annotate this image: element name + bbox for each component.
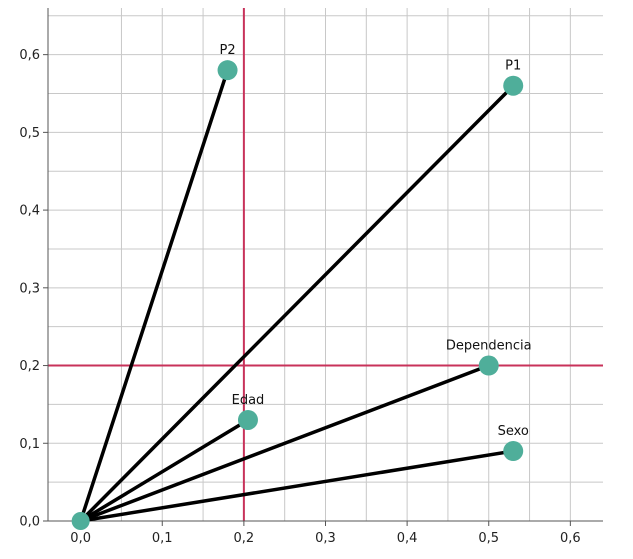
vector-p1 (78, 83, 515, 523)
y-tick-label: 0,2 (19, 359, 40, 374)
y-tick-label: 0,3 (19, 281, 40, 296)
point-labels: P2 P1 Dependencia Edad Sexo (219, 43, 531, 439)
point-label-edad: Edad (232, 393, 265, 408)
reference-lines (48, 8, 603, 521)
point-dependencia (478, 355, 499, 376)
point-label-dependencia: Dependencia (446, 339, 532, 354)
axes (43, 8, 603, 526)
point-label-sexo: Sexo (498, 424, 529, 439)
y-tick-label: 0,1 (19, 437, 40, 452)
vectors (78, 68, 515, 523)
points (71, 60, 524, 530)
x-tick-label: 0,3 (315, 531, 336, 546)
x-tick-label: 0,0 (70, 531, 91, 546)
point-edad (237, 409, 258, 430)
x-tick-label: 0,2 (234, 531, 255, 546)
x-tick-label: 0,4 (397, 531, 418, 546)
vector-edad (78, 418, 250, 523)
tick-labels: 0,0 0,1 0,2 0,3 0,4 0,5 0,6 0,0 0,1 0,2 0,3 0,4 0,5 0… (19, 48, 580, 546)
x-tick-label: 0,1 (152, 531, 173, 546)
vector-p2 (78, 68, 230, 523)
y-tick-label: 0,6 (19, 48, 40, 63)
x-tick-label: 0,5 (478, 531, 499, 546)
vector-dependencia (78, 363, 491, 523)
point-label-p2: P2 (219, 43, 235, 58)
y-tick-label: 0,0 (19, 515, 40, 530)
point-p1 (503, 75, 524, 96)
y-tick-label: 0,5 (19, 126, 40, 141)
vector-sexo (78, 449, 515, 523)
y-tick-label: 0,4 (19, 204, 40, 219)
point-label-p1: P1 (505, 59, 521, 74)
x-tick-label: 0,6 (560, 531, 581, 546)
origin-point (71, 512, 90, 530)
point-p2 (217, 60, 238, 81)
point-sexo (503, 441, 524, 462)
